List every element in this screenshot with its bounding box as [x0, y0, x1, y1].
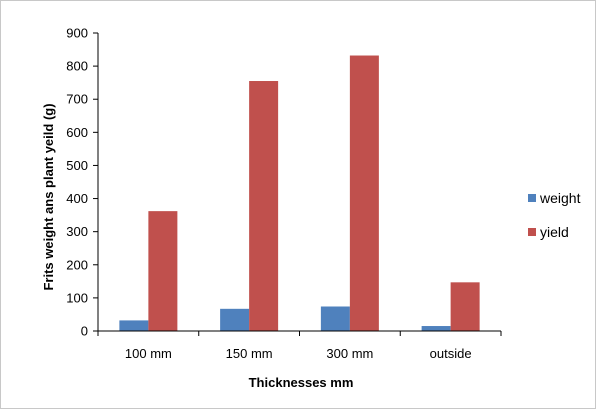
x-tick-label: 150 mm — [226, 346, 273, 361]
y-tick-label: 400 — [66, 191, 88, 206]
x-axis-title: Thicknesses mm — [249, 375, 354, 390]
x-tick-label: 300 mm — [326, 346, 373, 361]
y-tick-label: 600 — [66, 125, 88, 140]
bar-weight-100-mm — [119, 320, 149, 331]
y-tick-label: 700 — [66, 92, 88, 107]
bar-yield-outside — [450, 282, 480, 331]
bar-yield-300-mm — [349, 55, 379, 331]
bar-weight-outside — [421, 326, 451, 331]
x-ticks-group: 100 mm 150 mm 300 mm outside — [97, 331, 502, 361]
x-tick-label: 100 mm — [125, 346, 172, 361]
y-tick-label: 800 — [66, 59, 88, 74]
legend-swatch-weight — [528, 194, 536, 202]
legend-label-weight: weight — [539, 190, 581, 206]
y-tick-label: 900 — [66, 26, 88, 41]
y-tick-label: 300 — [66, 224, 88, 239]
x-tick-label: outside — [430, 346, 472, 361]
legend: weight yield — [528, 190, 581, 240]
legend-label-yield: yield — [540, 224, 569, 240]
bars-group — [119, 55, 480, 331]
y-tick-label: 100 — [66, 290, 88, 305]
legend-swatch-yield — [528, 228, 536, 236]
bar-yield-100-mm — [148, 211, 178, 331]
bar-yield-150-mm — [249, 81, 279, 331]
y-axis-title: Frits weight ans plant yeild (g) — [41, 103, 56, 290]
y-tick-label: 200 — [66, 257, 88, 272]
bar-weight-150-mm — [220, 308, 250, 331]
y-tick-label: 0 — [81, 324, 88, 339]
y-ticks-group: 0 100 200 300 400 500 600 700 800 900 — [66, 26, 98, 339]
y-tick-label: 500 — [66, 158, 88, 173]
bar-weight-300-mm — [320, 306, 350, 331]
